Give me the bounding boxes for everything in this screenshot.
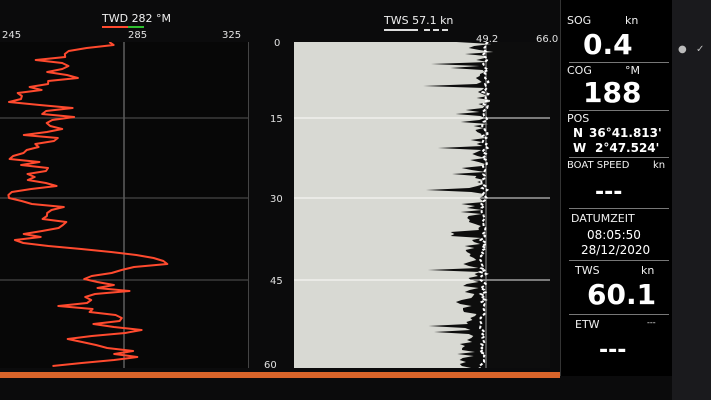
pos-lat-value[interactable]: 36°41.813' [589,126,662,140]
boat-speed-unit: kn [653,160,666,171]
sog-label: SOG [567,14,592,27]
tws-label: TWS [575,264,600,277]
twd-trace-line [7,41,169,367]
data-sidebar: SOG kn 0.4 COG °M 188 POS N 36°41.813' W… [560,0,672,376]
divider [569,314,669,315]
pos-lon-hem: W [573,141,587,155]
twd-legend-swatch [102,26,128,28]
tws-value[interactable]: 60.1 [587,278,657,311]
accent-bar [0,372,560,378]
divider [569,208,669,209]
tws-legend-dash [424,29,448,31]
tws-scale-a: 49.2 [476,34,499,45]
tws-legend-swatch [384,29,418,31]
tws-graph-svg [294,41,550,369]
time-axis-15: 15 [270,114,283,125]
cog-label: COG [567,64,592,77]
sog-value[interactable]: 0.4 [583,28,633,61]
etw-value[interactable]: --- [599,338,627,363]
sog-unit: kn [625,14,639,27]
device-bezel: ● ✓ [672,0,711,400]
etw-label: ETW [575,318,600,331]
divider [569,62,669,63]
pos-lon-value[interactable]: 2°47.524' [595,141,660,155]
twd-header[interactable]: TWD 282 °M [102,12,171,28]
check-icon: ✓ [696,44,705,55]
time-axis-0: 0 [274,38,281,49]
pos-lat-hem: N [573,126,584,140]
datumzeit-label: DATUMZEIT [571,212,635,225]
tws-scale-b: 66.0 [536,34,559,45]
tws-average-line [477,41,491,369]
time-axis-60: 60 [264,360,277,371]
twd-legend-swatch-2 [128,26,144,28]
twd-scale-min: 245 [2,30,22,41]
divider [569,157,669,158]
time-value[interactable]: 08:05:50 [587,228,641,242]
cog-unit: °M [625,64,640,77]
location-pin-icon: ● [678,44,687,55]
tws-unit: kn [641,264,655,277]
time-axis-30: 30 [270,194,283,205]
twd-scale-max: 325 [222,30,242,41]
twd-graph[interactable] [0,41,249,368]
divider [569,260,669,261]
tws-graph[interactable] [294,41,550,369]
time-axis-45: 45 [270,276,283,287]
boat-speed-value[interactable]: --- [595,180,623,205]
cog-value[interactable]: 188 [583,76,642,109]
date-value[interactable]: 28/12/2020 [581,243,651,257]
etw-unit: --- [647,318,656,327]
tws-header[interactable]: TWS 57.1 kn [384,14,453,31]
pos-label: POS [567,112,590,125]
tws-speed-fill [423,42,550,368]
twd-scale-mid: 285 [128,30,148,41]
divider [569,110,669,111]
boat-speed-label: BOAT SPEED [567,160,630,171]
twd-graph-svg [0,41,248,368]
